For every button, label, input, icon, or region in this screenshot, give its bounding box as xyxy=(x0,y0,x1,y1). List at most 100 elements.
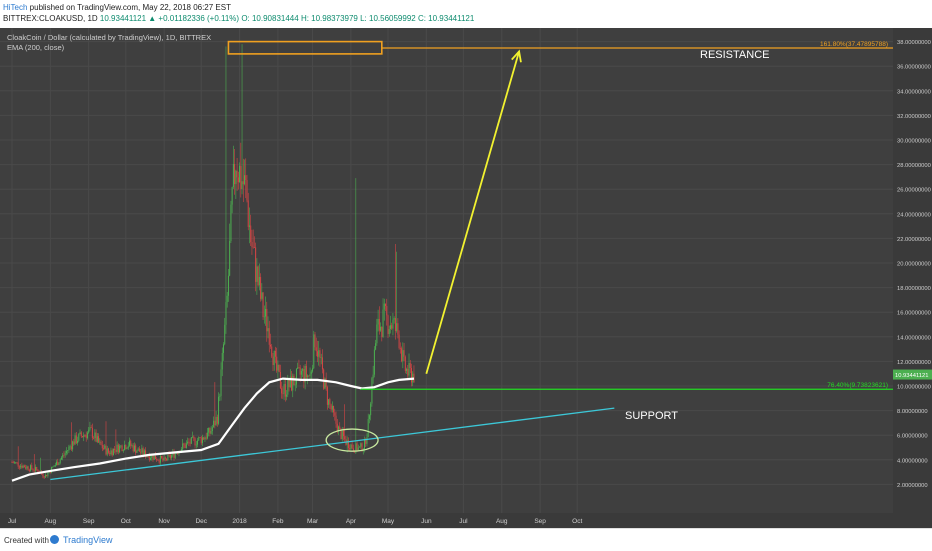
candle-body xyxy=(313,334,315,369)
candle-body xyxy=(253,247,255,248)
candle-body xyxy=(396,323,398,331)
resistance-label: RESISTANCE xyxy=(700,49,769,61)
candle-body xyxy=(380,326,382,331)
candle-body xyxy=(215,416,217,426)
overlays: 76.40%(9.73823621) 161.80%(37.47895788) RE… xyxy=(11,40,893,482)
candle-body xyxy=(100,441,102,445)
candle-body xyxy=(250,225,252,242)
candle-body xyxy=(220,369,222,396)
candle-body xyxy=(385,303,387,307)
time-tick-label: Aug xyxy=(496,518,508,525)
candle-body xyxy=(214,420,216,426)
fib-resistance-label: 161.80%(37.47895788) xyxy=(820,41,888,48)
candle-body xyxy=(57,461,59,466)
candle-body xyxy=(394,318,396,331)
candle-body xyxy=(130,440,132,446)
candle-body xyxy=(219,395,221,397)
candle-body xyxy=(307,375,309,378)
candle-body xyxy=(182,443,184,450)
time-tick-label: Sep xyxy=(83,518,95,525)
candle-body xyxy=(297,367,299,369)
time-axis-bg xyxy=(0,513,932,528)
time-tick-label: Oct xyxy=(121,518,131,525)
price-tick-label: 22.00000000 xyxy=(897,237,931,243)
last-price: 10.93441121 xyxy=(99,14,147,23)
candle-body xyxy=(246,180,248,201)
candle-body xyxy=(124,444,126,451)
price-chart[interactable]: 76.40%(9.73823621) 161.80%(37.47895788) RE… xyxy=(0,28,932,528)
candle-body xyxy=(349,447,351,450)
candle-body xyxy=(42,473,44,477)
candle-body xyxy=(30,465,32,471)
author-link[interactable]: HiTech xyxy=(3,3,28,12)
candle-body xyxy=(125,444,127,450)
target-arrow-head xyxy=(511,49,522,63)
candle-body xyxy=(89,427,91,430)
candle-body xyxy=(152,455,154,460)
candle-body xyxy=(194,438,196,446)
candle-body xyxy=(320,357,322,359)
price-axis[interactable]: 2.00000000 4.00000000 6.00000000 8.00000000… xyxy=(893,28,932,528)
candle-body xyxy=(213,420,215,428)
candle-body xyxy=(204,437,206,440)
candle-body xyxy=(15,462,17,464)
high-value: H: 10.98373979 xyxy=(300,14,358,23)
price-tick-label: 2.00000000 xyxy=(897,483,928,489)
candle-body xyxy=(357,447,359,451)
low-value: L: 10.56059992 xyxy=(360,14,416,23)
candle-body xyxy=(21,465,23,468)
candle-body xyxy=(392,319,394,329)
candle-body xyxy=(409,363,411,369)
candle-body xyxy=(391,325,393,329)
candle-body xyxy=(114,448,116,450)
candle-body xyxy=(256,266,258,282)
candle-body xyxy=(111,450,113,456)
price-tick-label: 18.00000000 xyxy=(897,286,931,292)
candle-body xyxy=(203,437,205,440)
candle-body xyxy=(166,458,168,461)
candle-body xyxy=(27,466,29,470)
candle-body xyxy=(60,457,62,460)
candle-body xyxy=(336,423,338,432)
candle-body xyxy=(69,446,71,448)
candle-body xyxy=(258,277,260,286)
candle-body xyxy=(122,450,124,452)
candle-body xyxy=(205,437,207,439)
candle-body xyxy=(11,462,13,463)
candle-body xyxy=(12,462,14,464)
candle-body xyxy=(91,427,93,438)
candle-body xyxy=(131,445,133,446)
candle-body xyxy=(376,324,378,344)
candle-body xyxy=(225,302,227,325)
candle-body xyxy=(18,466,20,468)
price-tick-label: 4.00000000 xyxy=(897,458,928,464)
candle-body xyxy=(260,277,262,299)
candle-body xyxy=(200,437,202,444)
candle-body xyxy=(371,378,373,404)
candle-body xyxy=(244,175,246,185)
price-tick-label: 8.00000000 xyxy=(897,409,928,415)
candle-body xyxy=(206,432,208,439)
price-tick-label: 12.00000000 xyxy=(897,360,931,366)
time-axis[interactable]: Jul Aug Sep Oct Nov Dec 2018 Feb Mar Apr May Jun Jul… xyxy=(0,513,932,528)
tradingview-brand[interactable]: TradingView xyxy=(63,535,113,545)
candle-body xyxy=(382,309,384,337)
candle-body xyxy=(241,181,243,190)
time-tick-label: 2018 xyxy=(232,518,247,525)
candle-body xyxy=(86,432,88,439)
candle-body xyxy=(375,343,377,350)
candle-body xyxy=(240,165,242,190)
candle-body xyxy=(84,435,86,436)
candle-body xyxy=(342,430,344,437)
candle-body xyxy=(153,455,155,460)
grid xyxy=(0,28,893,513)
candle-body xyxy=(229,241,231,276)
candle-body xyxy=(277,364,279,371)
candle-body xyxy=(257,266,259,286)
price-tick-label: 38.00000000 xyxy=(897,40,931,46)
symbol: BITTREX:CLOAKUSD, 1D xyxy=(3,14,98,23)
candle-body xyxy=(48,471,50,473)
candle-body xyxy=(289,376,291,388)
candle-body xyxy=(93,437,95,439)
candle-body xyxy=(338,426,340,432)
